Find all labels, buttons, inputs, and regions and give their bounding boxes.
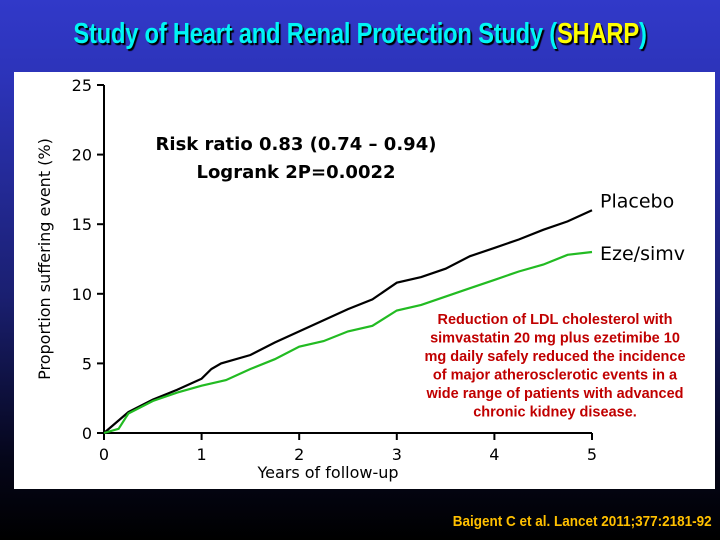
stats-line: Risk ratio 0.83 (0.74 – 0.94) bbox=[156, 134, 437, 155]
annotation-line: chronic kidney disease. bbox=[473, 405, 637, 421]
series-label: Placebo bbox=[600, 190, 674, 212]
annotation-line: wide range of patients with advanced bbox=[425, 386, 683, 402]
series-label: Eze/simv bbox=[600, 243, 685, 265]
x-tick-label: 0 bbox=[99, 445, 109, 464]
x-tick-label: 4 bbox=[489, 445, 499, 464]
km-chart: 0 1 2 3 4 5 0 5 10 15 20 25 Years of follow-up Propor… bbox=[35, 76, 686, 482]
annotation-line: Reduction of LDL cholesterol with bbox=[438, 312, 673, 328]
y-tick-label: 5 bbox=[82, 354, 92, 373]
annotation-line: mg daily safely reduced the incidence bbox=[424, 349, 685, 365]
citation: Baigent C et al. Lancet 2011;377:2181-92 bbox=[453, 513, 712, 530]
series-line-placebo bbox=[103, 209, 593, 434]
y-tick-label: 15 bbox=[72, 215, 92, 234]
x-tick-label: 5 bbox=[587, 445, 597, 464]
x-axis-label: Years of follow-up bbox=[256, 463, 398, 482]
y-tick-label: 20 bbox=[72, 146, 92, 165]
y-tick-label: 0 bbox=[82, 424, 92, 443]
annotation-line: simvastatin 20 mg plus ezetimibe 10 bbox=[430, 331, 680, 347]
title-suffix: ) bbox=[638, 18, 647, 50]
series-line-eze-simv bbox=[103, 250, 593, 435]
y-tick-label: 10 bbox=[72, 285, 92, 304]
title-text: Study of Heart and Renal Protection Stud… bbox=[73, 18, 557, 50]
chart-panel: 0 1 2 3 4 5 0 5 10 15 20 25 Years of follow-up Propor… bbox=[14, 72, 715, 489]
stats-line: Logrank 2P=0.0022 bbox=[196, 162, 395, 183]
x-tick-label: 2 bbox=[294, 445, 304, 464]
x-tick-label: 1 bbox=[197, 445, 207, 464]
slide-title: Study of Heart and Renal Protection Stud… bbox=[65, 18, 655, 51]
title-highlight: SHARP bbox=[556, 18, 639, 50]
annotation-line: of major atherosclerotic events in a bbox=[433, 368, 678, 384]
x-tick-label: 3 bbox=[392, 445, 402, 464]
y-tick-label: 25 bbox=[72, 76, 92, 95]
y-axis-label: Proportion suffering event (%) bbox=[35, 138, 54, 380]
